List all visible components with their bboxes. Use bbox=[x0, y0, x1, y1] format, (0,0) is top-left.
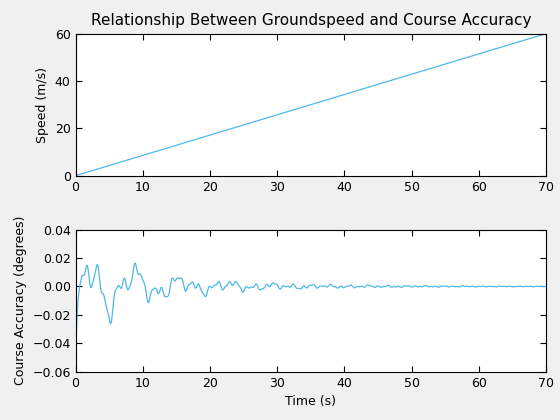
Title: Relationship Between Groundspeed and Course Accuracy: Relationship Between Groundspeed and Cou… bbox=[91, 13, 531, 28]
X-axis label: Time (s): Time (s) bbox=[285, 395, 337, 408]
Y-axis label: Speed (m/s): Speed (m/s) bbox=[36, 67, 49, 143]
Y-axis label: Course Accuracy (degrees): Course Accuracy (degrees) bbox=[14, 216, 27, 386]
